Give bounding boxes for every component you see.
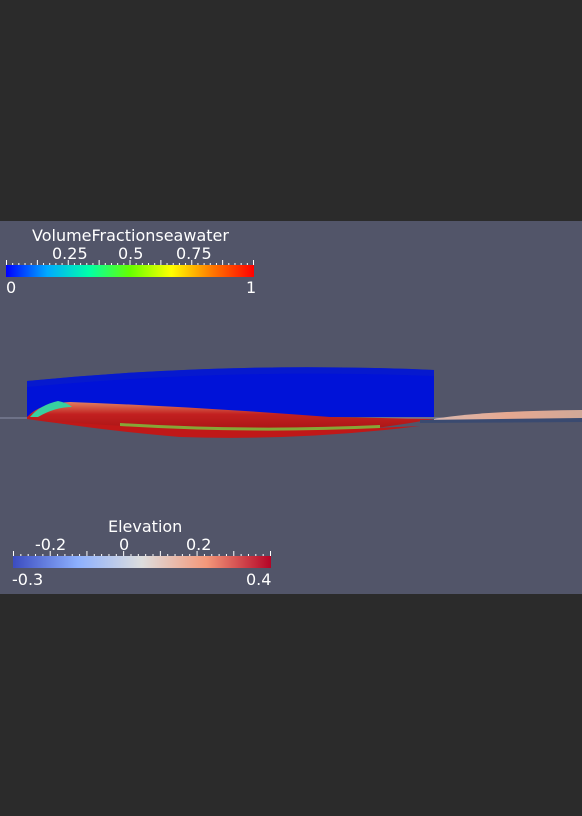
elevation-title: Elevation	[108, 517, 183, 536]
bow-wave	[30, 401, 72, 417]
elevation-tick-label: -0.2	[35, 535, 67, 554]
elevation-min-label: -0.3	[12, 570, 44, 589]
volume-fraction-title: VolumeFractionseawater	[32, 226, 229, 245]
elevation-colorbar	[13, 556, 271, 568]
hull-scene	[0, 367, 582, 438]
render-viewport[interactable]: VolumeFractionseawater 0.25 0.5 0.75 0 1	[0, 221, 582, 594]
elevation-tick-label: 0.2	[186, 535, 212, 554]
waterline-green-band	[120, 423, 380, 431]
volume-max-label: 1	[246, 278, 257, 297]
hull-keel	[40, 420, 420, 438]
wake-shadow	[420, 418, 582, 423]
volume-tick-label: 0.25	[52, 244, 88, 263]
elevation-max-label: 0.4	[246, 570, 272, 589]
wake-surface	[434, 410, 582, 421]
hull-deck-shade	[27, 367, 434, 387]
elevation-tick-label: 0	[119, 535, 130, 554]
volume-tick-label: 0.5	[118, 244, 144, 263]
volume-fraction-colorbar	[6, 265, 254, 277]
volume-min-label: 0	[6, 278, 17, 297]
volume-tick-label: 0.75	[176, 244, 212, 263]
